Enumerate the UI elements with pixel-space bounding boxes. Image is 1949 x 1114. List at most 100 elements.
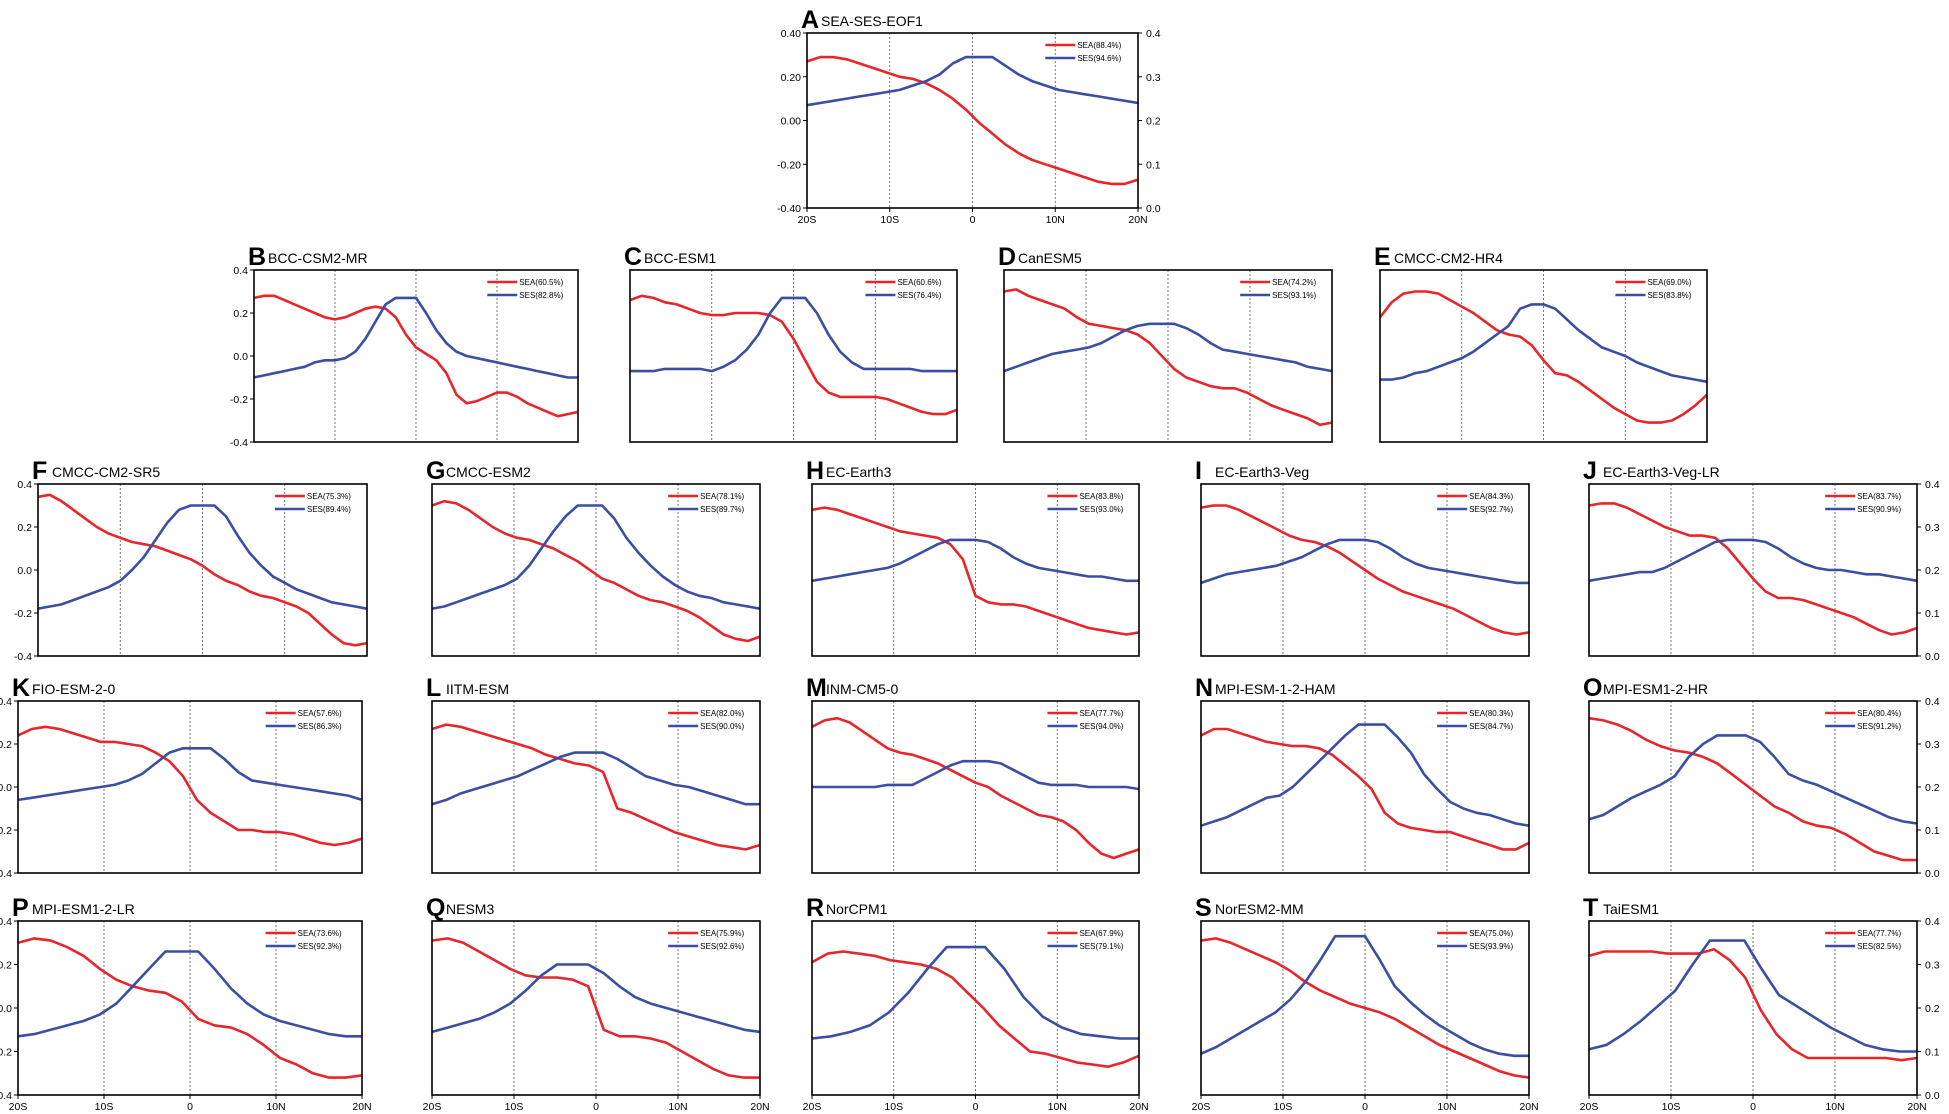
y-tick-label-right: 0.1: [1925, 608, 1940, 620]
panel-r: 20S 10S 0 10N 20N SEA(67.9%) SES(79.1%) R NorCPM…: [803, 894, 1149, 1113]
legend-label: SEA(75.0%): [1469, 929, 1513, 938]
panel-p: 20S 10S 0 10N 20N 0.4 0.2 0.0 -0.2 -0.4 SEA(73.6%)…: [0, 894, 372, 1113]
legend-label: SEA(67.9%): [1079, 929, 1123, 938]
x-tick-label: 10N: [1048, 1101, 1067, 1113]
x-tick-label: 0: [1750, 1101, 1756, 1113]
panel-title: EC-Earth3: [826, 464, 892, 480]
panel-title: MPI-ESM-1-2-HAM: [1215, 681, 1336, 697]
ses-series-line: [253, 296, 578, 379]
y-tick-label-left: 0.4: [0, 916, 12, 928]
panel-letter: I: [1195, 457, 1202, 485]
x-tick-label: 20N: [750, 1101, 769, 1113]
panel-l: SEA(82.0%) SES(90.0%) L IITM-ESM: [426, 674, 761, 874]
panel-letter: D: [998, 243, 1016, 271]
sea-series-line: [431, 723, 761, 851]
legend-label: SES(82.8%): [519, 291, 563, 300]
y-tick-label-left: 0.4: [17, 479, 32, 491]
sea-series-line: [37, 493, 368, 647]
x-tick-label: 10N: [266, 1101, 285, 1113]
y-tick-label-left: 0.4: [0, 696, 12, 708]
panel-title: INM-CM5-0: [826, 681, 899, 697]
y-tick-label-left: 0.4: [233, 265, 248, 277]
y-tick-label-right: 0.0: [1146, 203, 1161, 215]
y-tick-label-right: 0.2: [1925, 1003, 1940, 1015]
sea-series-line: [806, 55, 1139, 186]
y-tick-label-left: -0.4: [14, 651, 32, 663]
plot-frame: [629, 269, 958, 443]
plot-frame: [811, 700, 1140, 874]
plot-frame: [1003, 269, 1333, 443]
x-tick-label: 20N: [1519, 1101, 1538, 1113]
panel-n: SEA(80.3%) SES(84.7%) N MPI-ESM-1-2-HAM: [1195, 674, 1530, 874]
y-tick-label-left: 0.40: [781, 28, 802, 40]
y-tick-label-right: 0.2: [1925, 782, 1940, 794]
panel-o: 0.4 0.3 0.2 0.1 0.0 SEA(80.4%) SES(91.2%) O MPI-…: [1583, 674, 1940, 880]
legend-label: SES(86.3%): [298, 722, 342, 731]
sea-series-line: [1200, 504, 1530, 636]
y-tick-label-left: -0.2: [230, 394, 248, 406]
x-tick-label: 10S: [505, 1101, 524, 1113]
sea-series-line: [1200, 727, 1530, 851]
y-tick-label-right: 0.0: [1925, 651, 1940, 663]
x-tick-label: 10S: [95, 1101, 114, 1113]
panel-title: BCC-ESM1: [644, 250, 717, 266]
legend-label: SES(93.0%): [1079, 505, 1123, 514]
sea-series-line: [17, 937, 363, 1079]
ses-series-line: [1380, 303, 1708, 384]
panel-title: CMCC-ESM2: [446, 464, 531, 480]
sea-series-line: [431, 499, 761, 643]
y-tick-label-left: 0.0: [17, 565, 32, 577]
y-tick-label-right: 0.2: [1146, 116, 1161, 128]
x-tick-label: 0: [970, 214, 976, 226]
sea-series-line: [1003, 288, 1333, 427]
x-tick-label: 0: [187, 1101, 193, 1113]
sea-series-line: [629, 294, 958, 416]
panel-letter: Q: [426, 894, 445, 922]
y-tick-label-right: 0.1: [1925, 825, 1940, 837]
panel-e: SEA(69.0%) SES(83.8%) E CMCC-CM2-HR4: [1374, 243, 1708, 443]
panel-title: MPI-ESM1-2-HR: [1603, 681, 1708, 697]
x-tick-label: 20S: [9, 1101, 28, 1113]
legend-label: SEA(57.6%): [298, 709, 342, 718]
legend-label: SES(83.8%): [1647, 291, 1691, 300]
ses-series-line: [1200, 723, 1530, 827]
plot-frame: [1200, 700, 1530, 874]
ses-series-line: [1003, 322, 1333, 373]
panel-f: 0.4 0.2 0.0 -0.2 -0.4 SEA(75.3%) SES(89.4%) F CM…: [14, 457, 368, 663]
panel-letter: F: [32, 457, 47, 485]
y-tick-label-left: 0.20: [781, 72, 802, 84]
panel-letter: N: [1195, 674, 1213, 702]
legend-label: SEA(73.6%): [298, 929, 342, 938]
plot-frame: [431, 483, 761, 657]
ses-series-line: [1588, 939, 1917, 1053]
panel-m: SEA(77.7%) SES(94.0%) M INM-CM5-0: [806, 674, 1140, 874]
ses-series-line: [37, 504, 368, 610]
panel-i: SEA(84.3%) SES(92.7%) I EC-Earth3-Veg: [1195, 457, 1530, 657]
x-tick-label: 20N: [1907, 1101, 1926, 1113]
ses-series-line: [1200, 934, 1529, 1058]
panel-letter: H: [806, 457, 824, 485]
legend-label: SES(89.7%): [700, 505, 744, 514]
y-tick-label-left: 0.2: [233, 308, 248, 320]
y-tick-label-right: 0.2: [1925, 565, 1940, 577]
legend-label: SEA(83.7%): [1857, 492, 1901, 501]
panel-letter: T: [1583, 894, 1598, 922]
legend-label: SES(93.1%): [1272, 291, 1316, 300]
panel-title: NorESM2-MM: [1215, 901, 1304, 917]
ses-series-line: [811, 945, 1139, 1040]
legend-label: SES(94.0%): [1079, 722, 1123, 731]
ses-series-line: [431, 751, 760, 806]
x-tick-label: 20N: [1128, 214, 1147, 226]
x-tick-label: 10S: [884, 1101, 903, 1113]
panel-title: CanESM5: [1018, 250, 1082, 266]
y-tick-label-right: 0.4: [1925, 479, 1940, 491]
x-tick-label: 0: [593, 1101, 599, 1113]
panel-letter: S: [1195, 894, 1212, 922]
legend-label: SEA(60.6%): [897, 278, 941, 287]
legend-label: SES(94.6%): [1077, 54, 1121, 63]
panel-letter: A: [801, 6, 819, 34]
panel-title: TaiESM1: [1603, 901, 1659, 917]
panel-letter: L: [426, 674, 441, 702]
y-tick-label-left: 0.0: [0, 782, 12, 794]
sea-series-line: [1200, 937, 1530, 1079]
